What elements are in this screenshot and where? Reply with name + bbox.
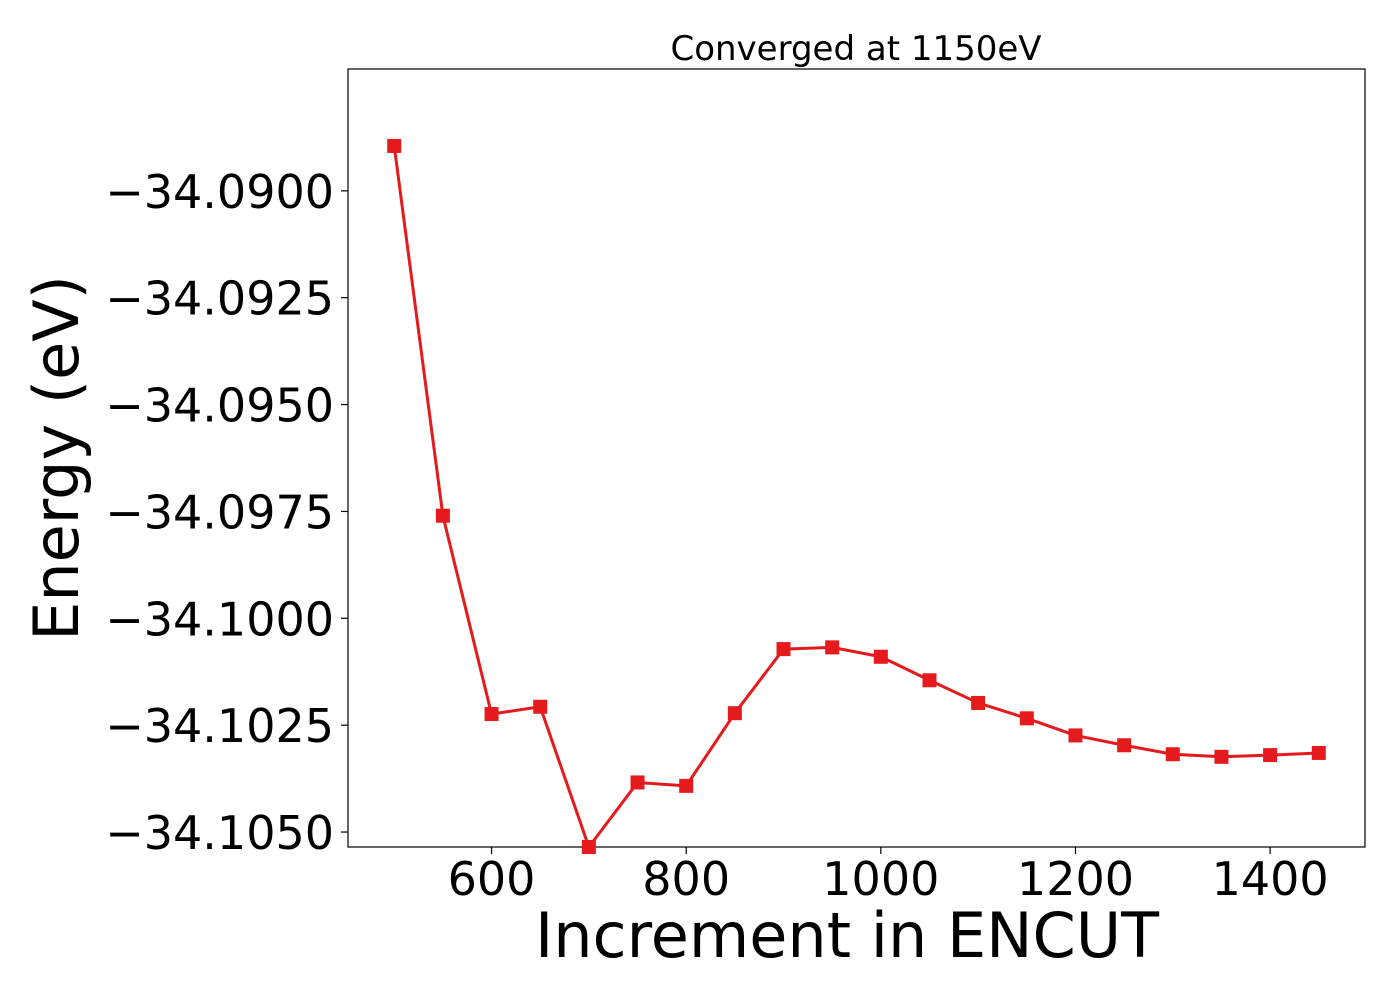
data-point <box>1019 711 1034 726</box>
y-tick-label: −34.1025 <box>105 699 334 753</box>
y-tick-label: −34.1050 <box>105 806 334 860</box>
y-axis-label: Energy (eV) <box>20 275 93 641</box>
x-tick-label: 600 <box>448 852 536 906</box>
x-axis-label: Increment in ENCUT <box>535 899 1160 972</box>
data-point <box>825 640 840 655</box>
x-tick-label: 1200 <box>1017 852 1134 906</box>
data-point <box>1214 749 1229 764</box>
data-point <box>1068 728 1083 743</box>
y-tick-label: −34.1000 <box>105 592 334 646</box>
data-point <box>1117 738 1132 753</box>
data-point <box>387 138 402 153</box>
data-point <box>679 778 694 793</box>
x-axis: 600 800 1000 1200 1400 <box>448 847 1329 906</box>
data-point <box>922 673 937 688</box>
x-tick-label: 1400 <box>1212 852 1329 906</box>
plot-frame <box>347 68 1366 848</box>
data-point <box>1263 748 1278 763</box>
data-point <box>1311 745 1326 760</box>
series-markers <box>387 138 1326 854</box>
data-point <box>435 508 450 523</box>
data-point <box>727 706 742 721</box>
y-tick-label: −34.0975 <box>105 485 334 539</box>
y-axis: −34.0900 −34.0925 −34.0950 −34.0975 −34.1000… <box>105 165 348 860</box>
x-tick-label: 800 <box>642 852 730 906</box>
y-tick-label: −34.0950 <box>105 379 334 433</box>
data-point <box>776 642 791 657</box>
series-line <box>392 145 1319 849</box>
y-tick-label: −34.0925 <box>105 272 334 326</box>
y-tick-label: −34.0900 <box>105 165 334 219</box>
data-point <box>484 707 499 722</box>
chart-title: Converged at 1150eV <box>670 29 1041 69</box>
data-point <box>873 649 888 664</box>
data-point <box>1165 747 1180 762</box>
data-point <box>533 699 548 714</box>
data-point <box>630 775 645 790</box>
data-point <box>581 840 596 854</box>
data-point <box>971 695 986 710</box>
x-tick-label: 1000 <box>822 852 939 906</box>
